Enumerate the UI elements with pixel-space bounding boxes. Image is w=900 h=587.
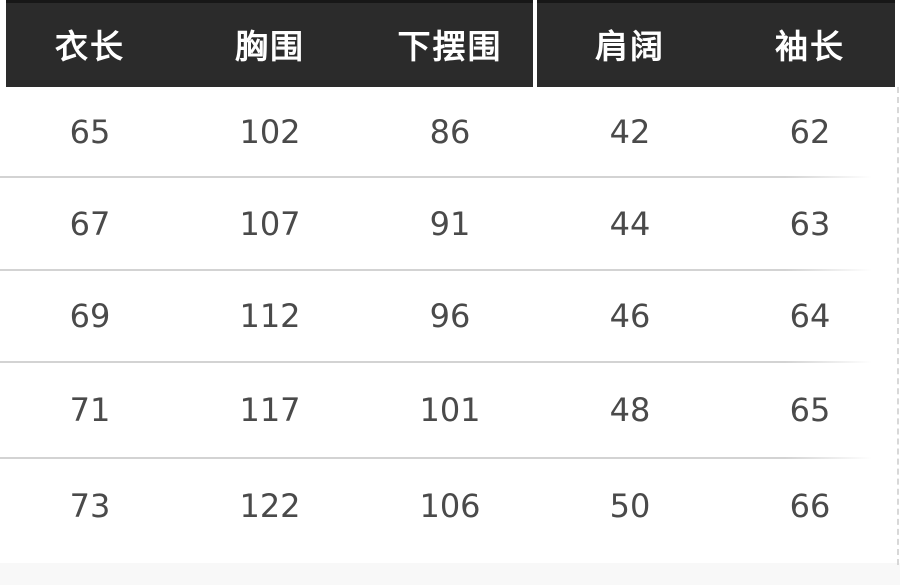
table-cell: 62 bbox=[789, 113, 831, 151]
table-cell: 65 bbox=[69, 113, 111, 151]
table-cell: 69 bbox=[69, 297, 111, 335]
header-cell-sleeve: 袖长 bbox=[775, 26, 845, 66]
table-cell: 67 bbox=[69, 204, 111, 243]
row-divider bbox=[0, 361, 872, 363]
table-row: 65 102 86 42 62 bbox=[0, 87, 900, 177]
table-cell: 91 bbox=[429, 204, 471, 243]
table-cell: 107 bbox=[239, 204, 301, 243]
header-cell-hem: 下摆围 bbox=[397, 26, 503, 66]
footer-strip bbox=[0, 563, 900, 585]
header-row: 衣长 胸围 下摆围 肩阔 袖长 bbox=[0, 0, 900, 87]
row-divider bbox=[0, 457, 872, 459]
table-cell: 46 bbox=[609, 297, 651, 335]
table-cell: 71 bbox=[69, 391, 111, 429]
table-cell: 42 bbox=[609, 113, 651, 151]
table-row: 67 107 91 44 63 bbox=[0, 177, 900, 270]
table-row: 69 112 96 46 64 bbox=[0, 270, 900, 362]
table-cell: 101 bbox=[419, 391, 481, 429]
table-cell: 102 bbox=[239, 113, 301, 151]
table-cell: 44 bbox=[609, 204, 651, 243]
table-cell: 96 bbox=[429, 297, 471, 335]
table-cell: 64 bbox=[789, 297, 831, 335]
table-cell: 73 bbox=[69, 486, 111, 525]
table-cell: 66 bbox=[789, 486, 831, 525]
table-cell: 63 bbox=[789, 204, 831, 243]
table-cell: 65 bbox=[789, 391, 831, 429]
header-background-right bbox=[537, 0, 895, 87]
table-cell: 106 bbox=[419, 486, 481, 525]
table-cell: 122 bbox=[239, 486, 301, 525]
table-cell: 117 bbox=[239, 391, 301, 429]
header-background-left bbox=[6, 0, 533, 87]
size-chart-body: 65 102 86 42 62 67 107 91 44 63 69 112 9… bbox=[0, 87, 900, 553]
header-cell-chest: 胸围 bbox=[235, 26, 305, 66]
table-cell: 48 bbox=[609, 391, 651, 429]
table-cell: 86 bbox=[429, 113, 471, 151]
table-cell: 50 bbox=[609, 486, 651, 525]
table-row: 73 122 106 50 66 bbox=[0, 458, 900, 553]
right-edge-dashed-line bbox=[897, 87, 899, 565]
table-row: 71 117 101 48 65 bbox=[0, 362, 900, 458]
row-divider bbox=[0, 269, 872, 271]
header-cell-garment-length: 衣长 bbox=[55, 26, 125, 66]
row-divider bbox=[0, 176, 872, 178]
size-chart-header: 衣长 胸围 下摆围 肩阔 袖长 bbox=[0, 0, 900, 87]
header-cell-shoulder: 肩阔 bbox=[595, 26, 665, 66]
table-cell: 112 bbox=[239, 297, 301, 335]
